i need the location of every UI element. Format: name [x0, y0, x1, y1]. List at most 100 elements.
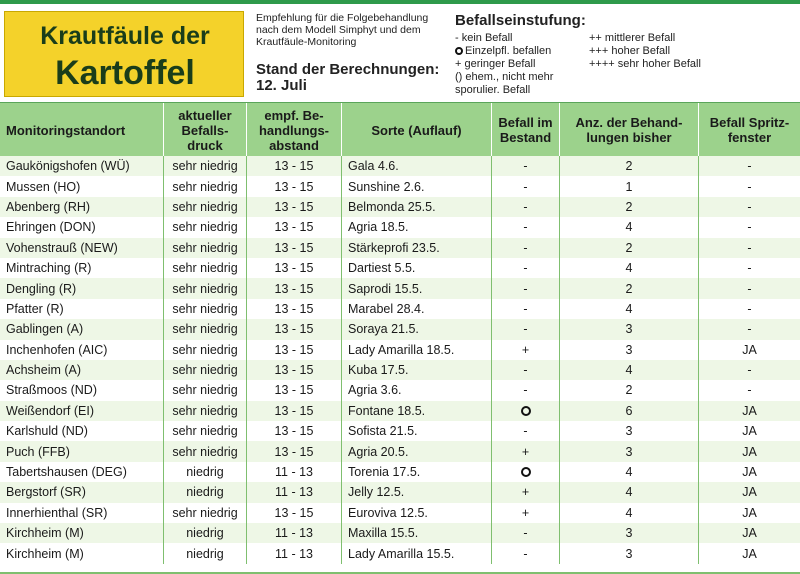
legend-text: geringer Befall — [464, 58, 536, 70]
cell-location: Pfatter (R) — [6, 301, 64, 316]
monitoring-table: Monitoringstandort aktueller Befalls-dru… — [0, 102, 800, 574]
legend-item: () ehem., nicht mehr sporulier. Befall — [455, 71, 585, 97]
cell-spray-window: JA — [698, 502, 800, 524]
cell-variety: Jelly 12.5. — [341, 482, 491, 503]
table-row: Puch (FFB) sehr niedrig 13 - 15 Agria 20.5.… — [0, 441, 800, 462]
cell-location: Weißendorf (EI) — [6, 403, 94, 418]
cell-pressure: sehr niedrig — [163, 359, 246, 381]
calculation-date: Stand der Berechnungen: 12. Juli — [256, 62, 456, 94]
legend-text: Einzelpfl. befallen — [465, 45, 552, 57]
cell-spray-window: JA — [698, 543, 800, 564]
stand-date: 12. Juli — [256, 77, 307, 94]
cell-treatments: 3 — [559, 421, 698, 442]
header: Krautfäule der Kartoffel Empfehlung für … — [0, 4, 800, 102]
cell-treatments: 6 — [559, 400, 698, 422]
cell-location: Achsheim (A) — [6, 363, 82, 378]
cell-spray-window: - — [698, 176, 800, 197]
legend-text: hoher Befall — [611, 45, 671, 57]
cell-spray-window: - — [698, 380, 800, 401]
cell-pressure: sehr niedrig — [163, 441, 246, 462]
table-row: Mussen (HO) sehr niedrig 13 - 15 Sunshine 2… — [0, 176, 800, 197]
cell-interval: 13 - 15 — [246, 176, 341, 197]
table-row: Weißendorf (EI) sehr niedrig 13 - 15 Fontan… — [0, 400, 800, 422]
cell-variety: Lady Amarilla 18.5. — [341, 339, 491, 360]
cell-spray-window: JA — [698, 482, 800, 503]
cell-pressure: sehr niedrig — [163, 298, 246, 320]
cell-spray-window: - — [698, 319, 800, 340]
cell-treatments: 4 — [559, 461, 698, 483]
cell-pressure: niedrig — [163, 523, 246, 544]
cell-treatments: 3 — [559, 523, 698, 544]
cell-spray-window: JA — [698, 441, 800, 462]
cell-variety: Soraya 21.5. — [341, 319, 491, 340]
table-row: Dengling (R) sehr niedrig 13 - 15 Saprodi 1… — [0, 278, 800, 299]
cell-location: Ehringen (DON) — [6, 220, 96, 235]
table-row: Karlshuld (ND) sehr niedrig 13 - 15 Sofista… — [0, 421, 800, 442]
cell-infestation: - — [491, 298, 559, 320]
table-row: Pfatter (R) sehr niedrig 13 - 15 Marabel 28… — [0, 298, 800, 320]
legend-item: + geringer Befall — [455, 58, 585, 71]
col-header-location: Monitoringstandort — [6, 122, 126, 138]
stand-label: Stand der Berechnungen: — [256, 61, 440, 78]
legend-text: sehr hoher Befall — [617, 58, 701, 70]
ring-icon — [520, 405, 531, 416]
cell-treatments: 3 — [559, 543, 698, 564]
cell-pressure: niedrig — [163, 482, 246, 503]
table-row: Gaukönigshofen (WÜ) sehr niedrig 13 - 15 Ga… — [0, 156, 800, 177]
cell-pressure: sehr niedrig — [163, 380, 246, 401]
cell-spray-window: JA — [698, 421, 800, 442]
cell-spray-window: JA — [698, 400, 800, 422]
table-row: Abenberg (RH) sehr niedrig 13 - 15 Belmonda… — [0, 196, 800, 218]
col-header-pressure: aktueller Befalls-druck — [163, 103, 246, 157]
cell-pressure: sehr niedrig — [163, 257, 246, 279]
col-header-interval: empf. Be-handlungs-abstand — [246, 103, 341, 157]
cell-infestation: - — [491, 523, 559, 544]
cell-variety: Saprodi 15.5. — [341, 278, 491, 299]
legend-title: Befallseinstufung: — [455, 12, 586, 29]
cell-treatments: 1 — [559, 176, 698, 197]
legend-symbol: () — [455, 71, 463, 83]
cell-location: Gaukönigshofen (WÜ) — [6, 159, 130, 174]
cell-infestation: - — [491, 278, 559, 299]
cell-pressure: sehr niedrig — [163, 176, 246, 197]
cell-interval: 13 - 15 — [246, 298, 341, 320]
cell-infestation: - — [491, 237, 559, 258]
cell-treatments: 4 — [559, 257, 698, 279]
cell-spray-window: - — [698, 257, 800, 279]
cell-treatments: 2 — [559, 156, 698, 177]
legend-item: +++ hoher Befall — [585, 45, 785, 58]
cell-variety: Belmonda 25.5. — [341, 196, 491, 218]
cell-location: Dengling (R) — [6, 281, 77, 296]
title-box: Krautfäule der Kartoffel — [4, 11, 244, 97]
ring-icon — [520, 467, 531, 478]
cell-treatments: 4 — [559, 217, 698, 238]
table-row: Achsheim (A) sehr niedrig 13 - 15 Kuba 17.5… — [0, 359, 800, 381]
cell-location: Innerhienthal (SR) — [6, 505, 108, 520]
legend-symbol: ++++ — [589, 58, 615, 70]
cell-treatments: 3 — [559, 319, 698, 340]
cell-location: Straßmoos (ND) — [6, 383, 97, 398]
cell-location: Gablingen (A) — [6, 322, 84, 337]
cell-treatments: 2 — [559, 278, 698, 299]
legend: Befallseinstufung: - kein Befall ++ mittl… — [455, 12, 795, 97]
cell-location: Vohenstrauß (NEW) — [6, 240, 118, 255]
cell-interval: 13 - 15 — [246, 319, 341, 340]
cell-variety: Agria 3.6. — [341, 380, 491, 401]
cell-infestation: - — [491, 543, 559, 564]
table-body: Gaukönigshofen (WÜ) sehr niedrig 13 - 15 Ga… — [0, 156, 800, 564]
cell-treatments: 2 — [559, 237, 698, 258]
cell-spray-window: - — [698, 359, 800, 381]
cell-treatments: 2 — [559, 380, 698, 401]
cell-interval: 11 - 13 — [246, 543, 341, 564]
cell-variety: Gala 4.6. — [341, 156, 491, 177]
cell-interval: 13 - 15 — [246, 257, 341, 279]
cell-interval: 13 - 15 — [246, 217, 341, 238]
cell-infestation: + — [491, 502, 559, 524]
cell-pressure: sehr niedrig — [163, 278, 246, 299]
table-row: Bergstorf (SR) niedrig 11 - 13 Jelly 12.5. +… — [0, 482, 800, 503]
cell-infestation: - — [491, 319, 559, 340]
cell-interval: 13 - 15 — [246, 278, 341, 299]
cell-infestation: - — [491, 359, 559, 381]
cell-interval: 13 - 15 — [246, 156, 341, 177]
cell-location: Karlshuld (ND) — [6, 424, 88, 439]
